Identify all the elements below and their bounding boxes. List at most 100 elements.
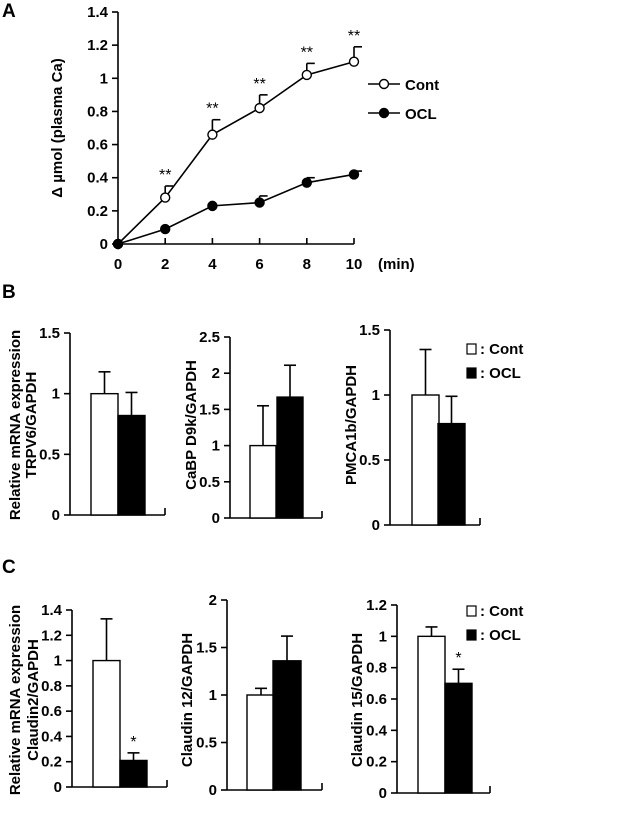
bar-ocl: [276, 396, 304, 519]
data-point-cont: [301, 69, 312, 81]
legend-marker-cont: [378, 78, 390, 90]
legend-label-cont: Cont: [405, 77, 439, 94]
legend-swatch-ocl_bar: [466, 629, 477, 641]
y-axis-label: CaBP D9k/GAPDH: [183, 360, 200, 490]
chart-b1: 0 0.5 1 1.5 TRPV6/GAPDH: [23, 325, 166, 524]
x-tick-label: 10: [346, 256, 363, 273]
y-tick-label: 2.5: [199, 329, 220, 346]
significance-marker: **: [301, 44, 313, 61]
chart-b3: 0 0.5 1 1.5 PMCA1b/GAPDH: Cont: OCL: [343, 322, 523, 534]
y-tick-label: 0.8: [87, 103, 108, 120]
bar-cont: [92, 659, 121, 788]
bar-cont: [246, 694, 276, 791]
y-tick-label: 1.5: [39, 325, 60, 342]
y-tick-label: 0: [100, 236, 108, 253]
y-tick-label: 1.2: [41, 627, 62, 644]
y-tick-label: 0.4: [87, 170, 109, 187]
chart-c3: 0 0.2 0.4 0.6 0.8 1 1.2 Claudin 15/GAPDH *: Cont…: [349, 597, 523, 802]
y-tick-label: 0.5: [359, 452, 380, 469]
y-tick-label: 0: [212, 510, 220, 527]
y-tick-label: 1: [100, 70, 108, 87]
bar-ocl: [117, 414, 146, 516]
significance-marker: **: [253, 76, 265, 93]
y-tick-label: 0: [52, 507, 60, 524]
legend-label-ocl_bar: : OCL: [480, 365, 521, 382]
y-tick-label: 1.5: [199, 401, 220, 418]
legend-label-ocl: OCL: [405, 106, 437, 123]
chart-a: 0 0.2 0.4 0.6 0.8 1 1.2 1.4 Δ µmol (plasma Ca) 0 2…: [49, 4, 439, 273]
data-point-cont: [254, 102, 265, 114]
bar-ocl: [444, 682, 473, 794]
data-point-ocl: [159, 223, 171, 235]
data-point-ocl: [301, 177, 312, 188]
y-axis-label: PMCA1b/GAPDH: [343, 365, 360, 485]
legend-label-ocl_bar: : OCL: [480, 627, 521, 644]
bar-cont: [90, 392, 119, 516]
panel-label-a: A: [2, 1, 16, 22]
y-tick-label: 1.4: [41, 602, 63, 619]
bar-ocl: [437, 422, 466, 526]
legend-swatch-cont_bar: [466, 605, 477, 617]
y-tick-label: 0.6: [87, 137, 108, 154]
bar-cont: [249, 444, 277, 519]
y-tick-label: 0.4: [41, 728, 63, 745]
y-tick-label: 0.5: [39, 446, 60, 463]
data-point-cont: [159, 192, 171, 203]
x-tick-label: 6: [255, 256, 263, 273]
shared-ylabel-b: Relative mRNA expression: [7, 330, 24, 520]
legend-label-cont_bar: : Cont: [480, 603, 523, 620]
y-axis-label: TRPV6/GAPDH: [23, 372, 40, 479]
significance-marker: *: [455, 650, 461, 667]
x-tick-label: 4: [208, 256, 217, 273]
y-tick-label: 0: [209, 782, 217, 799]
y-axis-label: Δ µmol (plasma Ca): [49, 58, 66, 197]
chart-b2: 0 0.5 1 1.5 2 2.5 CaBP D9k/GAPDH: [183, 329, 323, 527]
data-point-cont: [207, 129, 218, 140]
chart-c2: 0 0.5 1 1.5 2 Claudin 12/GAPDH: [179, 592, 323, 799]
shared-ylabel-c: Relative mRNA expression: [7, 605, 24, 795]
y-tick-label: 0.6: [41, 703, 62, 720]
y-tick-label: 0: [372, 517, 380, 534]
y-tick-label: 1: [52, 386, 60, 403]
x-tick-label: 2: [161, 256, 169, 273]
data-point-cont: [348, 56, 360, 67]
y-tick-label: 0.5: [199, 474, 220, 491]
y-axis-label: Claudin 15/GAPDH: [349, 633, 366, 767]
x-tick-label: 8: [303, 256, 311, 273]
y-tick-label: 2: [209, 592, 217, 609]
y-tick-label: 0.5: [196, 735, 217, 752]
significance-marker: *: [130, 734, 136, 751]
significance-marker: **: [348, 28, 360, 45]
y-tick-label: 1.4: [87, 4, 109, 21]
y-tick-label: 0.6: [366, 691, 387, 708]
y-tick-label: 0.8: [366, 660, 387, 677]
y-tick-label: 1.2: [87, 37, 108, 54]
bar-cont: [417, 635, 446, 794]
significance-marker: **: [206, 101, 218, 118]
y-axis-label: Claudin2/GAPDH: [25, 639, 42, 761]
bar-cont: [411, 394, 440, 526]
legend-label-cont_bar: : Cont: [480, 341, 523, 358]
series-line-cont: [117, 60, 355, 245]
y-tick-label: 0.2: [366, 754, 387, 771]
bar-ocl: [272, 660, 302, 791]
legend-swatch-ocl_bar: [466, 367, 477, 379]
x-axis-label: (min): [378, 256, 415, 273]
data-point-ocl: [112, 238, 124, 250]
y-axis-label: Claudin 12/GAPDH: [179, 633, 196, 767]
series-line-ocl: [117, 173, 355, 245]
panel-label-b: B: [2, 282, 16, 303]
x-tick-label: 0: [114, 256, 122, 273]
y-tick-label: 1: [209, 687, 217, 704]
y-tick-label: 1: [212, 438, 220, 455]
data-point-ocl: [207, 200, 218, 212]
y-tick-label: 0.2: [87, 203, 108, 220]
y-tick-label: 0.4: [366, 722, 388, 739]
y-tick-label: 1: [372, 387, 380, 404]
y-tick-label: 0: [54, 779, 62, 796]
bar-ocl: [119, 759, 148, 788]
y-tick-label: 1: [379, 628, 387, 645]
y-tick-label: 0.8: [41, 678, 62, 695]
y-tick-label: 1.2: [366, 597, 387, 614]
